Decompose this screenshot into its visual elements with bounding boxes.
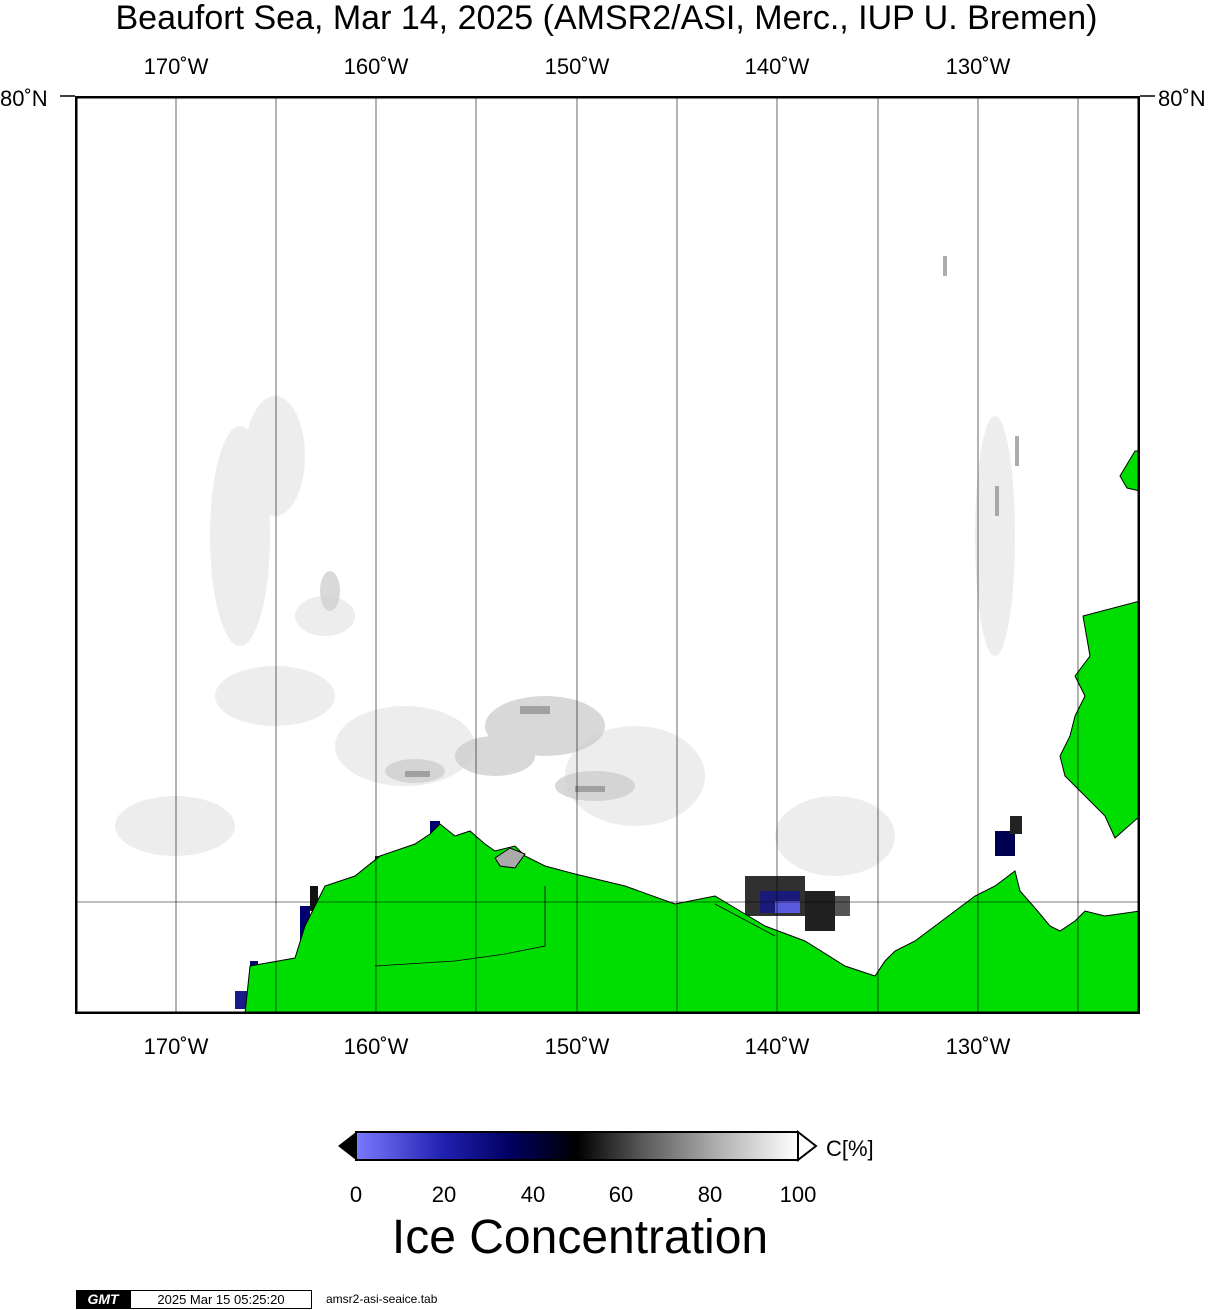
gmt-logo: GMT xyxy=(76,1290,130,1309)
lon-label-top-150w: 150˚W xyxy=(544,54,610,79)
lon-label-top-170w: 170˚W xyxy=(143,54,209,79)
lat-label-right: 80˚N xyxy=(1158,86,1206,111)
lon-label-bottom-130w: 130˚W xyxy=(945,1034,1011,1059)
colorbar xyxy=(338,1130,818,1163)
colorbar-over-arrow xyxy=(797,1130,818,1163)
lon-label-bottom-160w: 160˚W xyxy=(343,1034,409,1059)
colorbar-tick-40: 40 xyxy=(520,1182,546,1207)
timestamp: 2025 Mar 15 05:25:20 xyxy=(130,1290,312,1309)
beaufort-sea-map xyxy=(75,96,1140,1014)
graticule xyxy=(75,96,1140,1014)
lon-label-bottom-140w: 140˚W xyxy=(744,1034,810,1059)
ice-concentration-field xyxy=(115,256,1022,1009)
land-borders xyxy=(374,886,776,967)
colorbar-tick-100: 100 xyxy=(779,1182,817,1207)
lon-label-bottom-150w: 150˚W xyxy=(544,1034,610,1059)
lon-label-top-140w: 140˚W xyxy=(744,54,810,79)
lon-label-top-160w: 160˚W xyxy=(343,54,409,79)
colorbar-tick-0: 0 xyxy=(349,1182,363,1207)
colorbar-tick-80: 80 xyxy=(697,1182,723,1207)
colorbar-title: Ice Concentration xyxy=(391,1211,769,1264)
colorbar-unit-label: C[%] xyxy=(826,1136,874,1161)
frame-ticks xyxy=(60,95,1155,97)
filename: amsr2-asi-seaice.tab xyxy=(326,1292,438,1306)
lat-label-left: 80˚N xyxy=(0,86,48,111)
colorbar-gradient xyxy=(355,1131,799,1161)
colorbar-under-arrow xyxy=(338,1132,356,1160)
land xyxy=(244,450,1140,1014)
map-frame xyxy=(75,96,1140,1014)
map-title: Beaufort Sea, Mar 14, 2025 (AMSR2/ASI, M… xyxy=(115,0,1098,37)
colorbar-tick-60: 60 xyxy=(608,1182,634,1207)
lon-label-bottom-170w: 170˚W xyxy=(143,1034,209,1059)
colorbar-tick-20: 20 xyxy=(431,1182,457,1207)
lon-label-top-130w: 130˚W xyxy=(945,54,1011,79)
